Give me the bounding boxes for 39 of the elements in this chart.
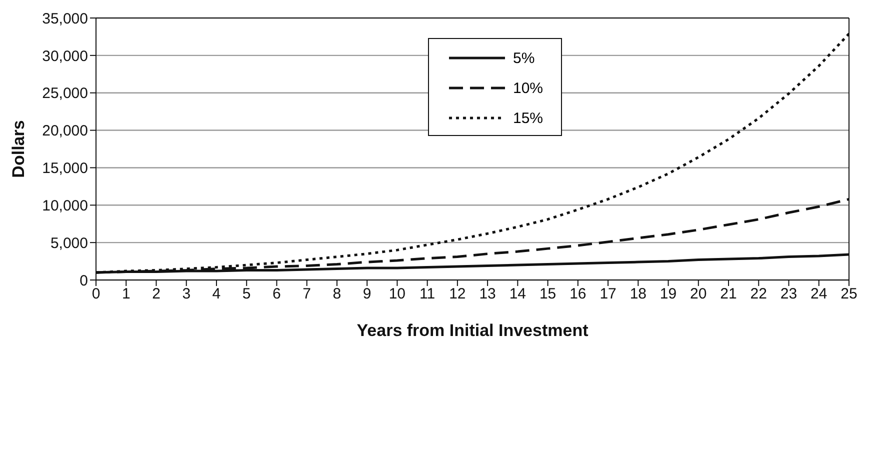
x-tick-label: 6 <box>272 286 281 303</box>
x-tick-label: 4 <box>212 286 221 303</box>
y-tick-label: 35,000 <box>42 10 88 28</box>
y-tick-label: 0 <box>80 272 88 290</box>
x-tick-label: 13 <box>479 286 496 303</box>
x-tick-label: 0 <box>92 286 100 303</box>
x-tick-label: 11 <box>420 286 436 303</box>
legend-label: 15% <box>513 110 544 126</box>
y-tick-label: 20,000 <box>42 122 88 140</box>
legend-label: 10% <box>513 80 544 96</box>
x-tick-label: 25 <box>840 286 858 303</box>
legend-label: 5% <box>513 50 535 66</box>
x-tick-label: 1 <box>122 286 130 303</box>
x-tick-label: 23 <box>780 286 798 303</box>
y-tick-label: 15,000 <box>42 160 88 178</box>
y-tick-label: 5,000 <box>50 234 88 252</box>
x-tick-label: 7 <box>302 286 312 303</box>
x-tick-label: 21 <box>720 286 737 303</box>
x-tick-label: 24 <box>810 286 828 303</box>
y-tick-label: 10,000 <box>42 197 88 214</box>
x-tick-label: 14 <box>509 286 526 303</box>
x-tick-label: 20 <box>690 286 707 303</box>
y-tick-label: 25,000 <box>42 85 88 102</box>
x-tick-label: 18 <box>630 286 647 303</box>
x-tick-label: 3 <box>182 286 191 303</box>
x-tick-label: 22 <box>750 286 767 303</box>
x-tick-label: 17 <box>600 286 616 303</box>
x-tick-label: 12 <box>449 286 466 303</box>
y-tick-label: 30,000 <box>42 48 88 65</box>
x-tick-label: 5 <box>242 286 251 303</box>
y-axis-title: Dollars <box>9 120 28 178</box>
x-tick-label: 2 <box>152 286 160 303</box>
x-tick-label: 16 <box>570 286 586 303</box>
x-tick-label: 19 <box>660 286 677 303</box>
x-tick-label: 15 <box>539 286 556 303</box>
x-axis-title: Years from Initial Investment <box>356 321 589 340</box>
x-tick-label: 8 <box>332 286 342 303</box>
x-tick-label: 10 <box>388 286 406 303</box>
x-tick-label: 9 <box>362 286 372 303</box>
